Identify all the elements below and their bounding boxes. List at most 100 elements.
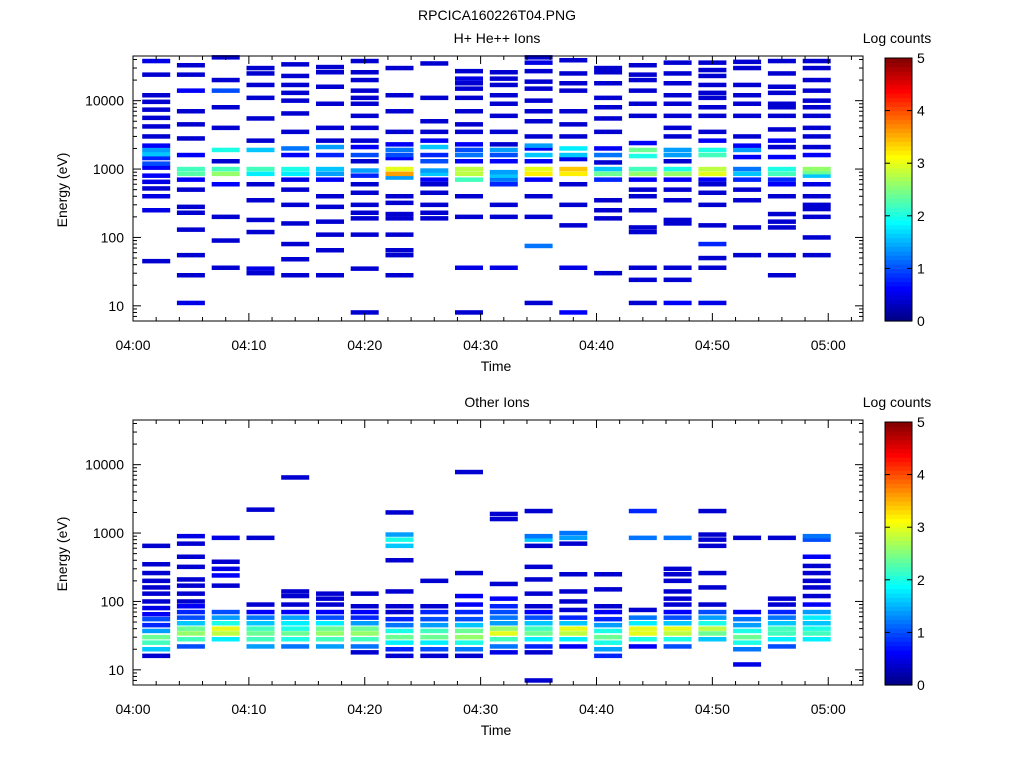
heatmap-cell <box>733 147 762 153</box>
colorbar-segment <box>885 549 912 555</box>
heatmap-cell <box>385 609 414 615</box>
heatmap-cell <box>802 88 831 93</box>
heatmap-cell <box>524 543 553 549</box>
heatmap-cell <box>350 159 379 164</box>
heatmap-cell <box>698 177 727 182</box>
heatmap-cell <box>350 310 379 315</box>
heatmap-cell <box>663 101 692 106</box>
heatmap-cell <box>628 113 657 119</box>
heatmap-cell <box>698 166 727 172</box>
heatmap-cell <box>594 171 623 177</box>
heatmap-cell <box>281 615 310 620</box>
heatmap-cell <box>455 628 483 634</box>
heatmap-cell <box>594 177 623 182</box>
heatmap-cell <box>385 248 414 253</box>
heatmap-cell <box>594 587 623 592</box>
y-tick-label: 10000 <box>85 457 124 473</box>
heatmap-cell <box>176 252 205 258</box>
x-tick-label: 04:30 <box>463 701 498 717</box>
colorbar-segment <box>885 128 912 134</box>
heatmap-cell <box>767 101 796 106</box>
heatmap-cell <box>559 152 588 158</box>
heatmap-cell <box>489 631 518 636</box>
heatmap-cell <box>802 182 831 187</box>
heatmap-cell <box>628 77 657 83</box>
panel-other-ions: Other Ions Energy (eV) Time Log counts 0… <box>54 394 931 738</box>
axes: 04:00 04:10 04:20 04:30 04:40 04:50 05:00 10 100… <box>85 56 863 353</box>
colorbar-segment <box>885 237 912 243</box>
heatmap-cell <box>350 609 379 615</box>
heatmap-cell <box>455 214 483 220</box>
heatmap-cell <box>385 147 414 153</box>
heatmap-cell <box>350 631 379 636</box>
heatmap-cell <box>489 644 518 649</box>
heatmap-cell <box>489 214 518 220</box>
colorbar-segment <box>885 461 912 467</box>
heatmap-cell <box>176 152 205 158</box>
heatmap-cell <box>663 134 692 139</box>
colorbar-segment <box>885 272 912 278</box>
colorbar-segment <box>885 145 912 151</box>
colorbar-segment <box>885 457 912 463</box>
heatmap-cell <box>663 535 692 541</box>
heatmap-cell <box>628 644 657 649</box>
heatmap-cell <box>628 88 657 93</box>
colorbar-segment <box>885 654 912 660</box>
heatmap-cell <box>628 225 657 230</box>
heatmap-cell <box>281 626 310 631</box>
heatmap-cell <box>211 105 240 110</box>
colorbar-segment <box>885 316 912 322</box>
heatmap-cell <box>316 194 344 199</box>
heatmap-cell <box>455 81 483 86</box>
heatmap-cell <box>176 554 205 559</box>
y-tick-label: 1000 <box>93 161 124 177</box>
heatmap-cell <box>455 310 483 315</box>
panel-title: Other Ions <box>464 394 529 410</box>
heatmap-cell <box>246 621 275 626</box>
heatmap-cell <box>802 202 831 208</box>
colorbar-segment <box>885 136 912 142</box>
heatmap-cell <box>281 241 310 247</box>
heatmap-cell <box>802 105 831 110</box>
heatmap-cell <box>628 265 657 270</box>
colorbar-segment <box>885 171 912 177</box>
heatmap-cell <box>176 63 205 68</box>
heatmap-cell <box>733 609 762 615</box>
heatmap-cell <box>176 615 205 620</box>
heatmap-cell <box>455 122 483 127</box>
heatmap-cell <box>246 535 275 541</box>
heatmap-cell <box>559 541 588 546</box>
heatmap-cell <box>524 591 553 596</box>
x-tick-label: 04:50 <box>695 701 730 717</box>
heatmap-cell <box>420 138 449 143</box>
heatmap-cell <box>559 265 588 270</box>
heatmap-cell <box>663 166 692 172</box>
colorbar-segment <box>885 487 912 493</box>
heatmap-cell <box>489 581 518 587</box>
heatmap-cell <box>211 159 240 164</box>
heatmap-cell <box>316 84 344 89</box>
heatmap-cell <box>211 171 240 177</box>
colorbar-segment <box>885 680 912 686</box>
heatmap-cell <box>767 58 796 64</box>
figure-title: RPCICA160226T04.PNG <box>418 7 576 23</box>
heatmap-cell <box>559 644 588 649</box>
heatmap-cell <box>489 101 518 106</box>
colorbar-segment <box>885 566 912 572</box>
heatmap-cell <box>385 273 414 278</box>
x-tick-label: 04:50 <box>695 337 730 353</box>
heatmap-cell <box>733 647 762 652</box>
heatmap-cell <box>559 631 588 636</box>
heatmap-cell <box>316 273 344 278</box>
heatmap-cell <box>385 232 414 237</box>
y-axis-label: Energy (eV) <box>54 517 70 592</box>
heatmap-cell <box>455 622 483 628</box>
heatmap-cell <box>628 300 657 306</box>
heatmap-cell <box>176 577 205 582</box>
heatmap-cell <box>176 136 205 141</box>
colorbar-segment <box>885 527 912 533</box>
heatmap-cell <box>767 609 796 615</box>
heatmap-cell <box>142 165 171 170</box>
colorbar-segment <box>885 268 912 274</box>
heatmap-cells <box>142 55 831 315</box>
